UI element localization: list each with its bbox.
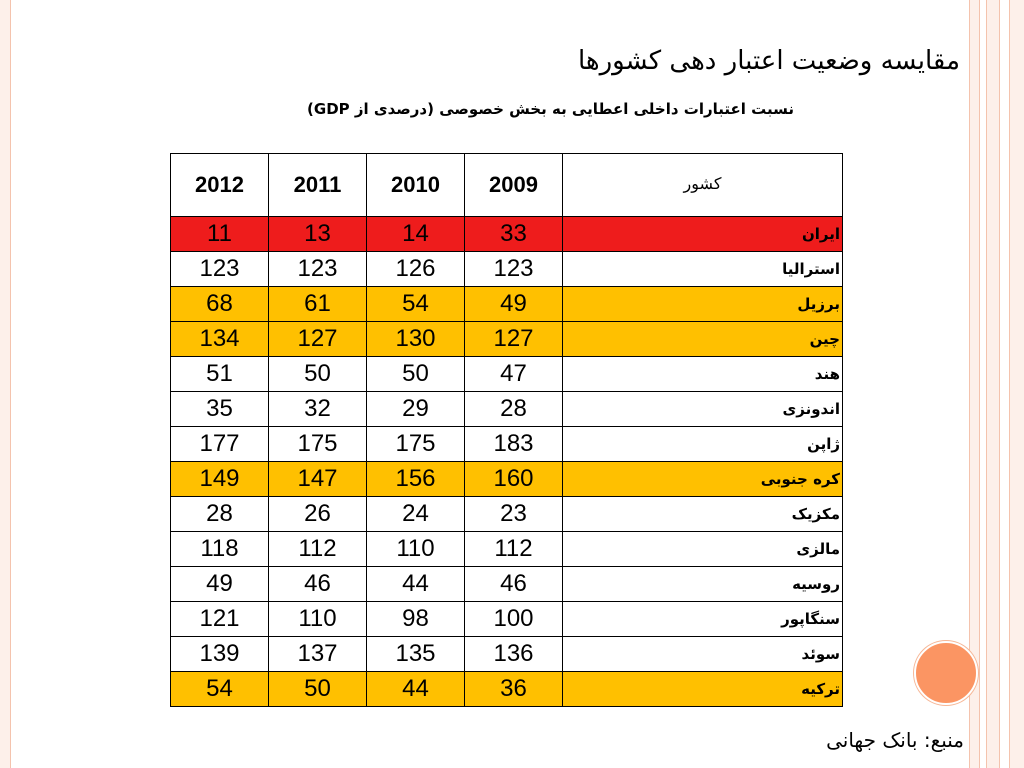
- table-cell: 175: [268, 426, 367, 462]
- table-row: 134 127 130 127 چین: [170, 321, 843, 357]
- table-cell: 35: [170, 391, 269, 427]
- table-cell: 136: [464, 636, 563, 672]
- table-row: 35 32 29 28 اندونزی: [170, 391, 843, 427]
- table-cell: 139: [170, 636, 269, 672]
- table-row: 121 110 98 100 سنگاپور: [170, 601, 843, 637]
- decorative-circle: [914, 641, 978, 705]
- table-cell: 177: [170, 426, 269, 462]
- table-cell: 11: [170, 216, 269, 252]
- table-cell: 47: [464, 356, 563, 392]
- table-cell: 156: [366, 461, 465, 497]
- table-cell: 121: [170, 601, 269, 637]
- country-cell: ایران: [562, 216, 843, 252]
- table-cell: 118: [170, 531, 269, 567]
- country-cell: مالزی: [562, 531, 843, 567]
- country-cell: هند: [562, 356, 843, 392]
- table-cell: 54: [170, 671, 269, 707]
- table-cell: 50: [268, 356, 367, 392]
- table-cell: 13: [268, 216, 367, 252]
- table-cell: 110: [268, 601, 367, 637]
- table-cell: 126: [366, 251, 465, 287]
- column-header: 2012: [170, 153, 269, 217]
- table-row: 68 61 54 49 برزیل: [170, 286, 843, 322]
- country-cell: سوئد: [562, 636, 843, 672]
- decorative-right-bar: [1009, 0, 1024, 768]
- country-cell: روسیه: [562, 566, 843, 602]
- table-cell: 110: [366, 531, 465, 567]
- table-row: 123 123 126 123 استرالیا: [170, 251, 843, 287]
- table-row: 54 50 44 36 ترکیه: [170, 671, 843, 707]
- table-cell: 33: [464, 216, 563, 252]
- table-cell: 98: [366, 601, 465, 637]
- country-cell: ژاپن: [562, 426, 843, 462]
- table-cell: 54: [366, 286, 465, 322]
- table-row: 51 50 50 47 هند: [170, 356, 843, 392]
- table-cell: 51: [170, 356, 269, 392]
- country-cell: برزیل: [562, 286, 843, 322]
- table-cell: 130: [366, 321, 465, 357]
- country-cell: سنگاپور: [562, 601, 843, 637]
- table-cell: 32: [268, 391, 367, 427]
- country-cell: چین: [562, 321, 843, 357]
- source-note: منبع: بانک جهانی: [826, 728, 964, 752]
- table-cell: 29: [366, 391, 465, 427]
- table-cell: 135: [366, 636, 465, 672]
- table-cell: 175: [366, 426, 465, 462]
- table-cell: 61: [268, 286, 367, 322]
- table-cell: 50: [268, 671, 367, 707]
- table-cell: 123: [268, 251, 367, 287]
- column-header: کشور: [562, 153, 843, 217]
- table-cell: 28: [170, 496, 269, 532]
- column-header: 2011: [268, 153, 367, 217]
- table-cell: 23: [464, 496, 563, 532]
- slide-title: مقایسه وضعیت اعتبار دهی کشورها: [577, 46, 960, 76]
- column-header: 2009: [464, 153, 563, 217]
- country-cell: اندونزی: [562, 391, 843, 427]
- table-cell: 49: [170, 566, 269, 602]
- table-cell: 123: [170, 251, 269, 287]
- table-cell: 44: [366, 671, 465, 707]
- table-cell: 137: [268, 636, 367, 672]
- table-cell: 24: [366, 496, 465, 532]
- table-cell: 50: [366, 356, 465, 392]
- table-cell: 112: [464, 531, 563, 567]
- table-cell: 28: [464, 391, 563, 427]
- table-cell: 147: [268, 461, 367, 497]
- country-cell: کره جنوبی: [562, 461, 843, 497]
- table-row: 28 26 24 23 مکزیک: [170, 496, 843, 532]
- table-cell: 46: [464, 566, 563, 602]
- decorative-right-bar: [969, 0, 980, 768]
- table-header-row: 2012 2011 2010 2009 کشور: [170, 153, 843, 217]
- table-cell: 68: [170, 286, 269, 322]
- decorative-right-bar: [986, 0, 1000, 768]
- country-cell: استرالیا: [562, 251, 843, 287]
- decorative-left-bar: [0, 0, 11, 768]
- credit-table: 2012 2011 2010 2009 کشور 11 13 14 33 ایران 12…: [170, 153, 843, 707]
- table-cell: 44: [366, 566, 465, 602]
- table-row: 139 137 135 136 سوئد: [170, 636, 843, 672]
- table-cell: 100: [464, 601, 563, 637]
- table-cell: 149: [170, 461, 269, 497]
- table-row: 49 46 44 46 روسیه: [170, 566, 843, 602]
- table-cell: 160: [464, 461, 563, 497]
- table-cell: 36: [464, 671, 563, 707]
- table-cell: 183: [464, 426, 563, 462]
- table-cell: 14: [366, 216, 465, 252]
- table-cell: 46: [268, 566, 367, 602]
- table-row: 177 175 175 183 ژاپن: [170, 426, 843, 462]
- table-row: 11 13 14 33 ایران: [170, 216, 843, 252]
- country-cell: ترکیه: [562, 671, 843, 707]
- table-cell: 112: [268, 531, 367, 567]
- table-row: 149 147 156 160 کره جنوبی: [170, 461, 843, 497]
- column-header: 2010: [366, 153, 465, 217]
- table-cell: 127: [464, 321, 563, 357]
- table-cell: 134: [170, 321, 269, 357]
- slide-subtitle: نسبت اعتبارات داخلی اعطایی به بخش خصوصی …: [307, 100, 794, 118]
- table-cell: 127: [268, 321, 367, 357]
- country-cell: مکزیک: [562, 496, 843, 532]
- table-cell: 49: [464, 286, 563, 322]
- table-cell: 123: [464, 251, 563, 287]
- table-cell: 26: [268, 496, 367, 532]
- table-row: 118 112 110 112 مالزی: [170, 531, 843, 567]
